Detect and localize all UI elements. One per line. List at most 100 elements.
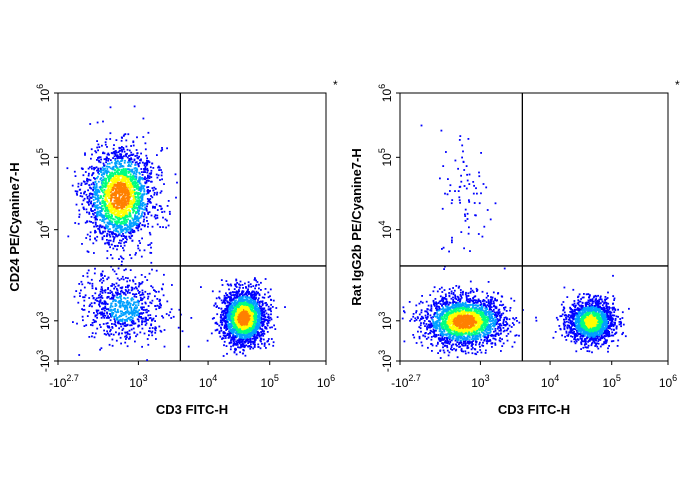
event-dot: [236, 302, 239, 305]
event-dot: [248, 332, 251, 334]
event-dot: [123, 195, 126, 197]
event-dot: [132, 153, 135, 156]
event-dot: [250, 311, 253, 314]
event-dot: [247, 312, 249, 315]
event-dot: [138, 171, 141, 174]
event-dot: [261, 296, 264, 299]
event-dot: [266, 331, 269, 333]
event-dot: [118, 214, 121, 217]
event-dot: [133, 186, 136, 188]
event-dot: [222, 337, 225, 340]
event-dot: [251, 340, 254, 343]
event-dot: [90, 207, 92, 210]
event-dot: [119, 255, 122, 258]
event-dot: [83, 192, 85, 195]
event-dot: [117, 291, 119, 294]
event-dot: [141, 299, 143, 301]
event-dot: [261, 325, 264, 328]
event-dot: [134, 182, 136, 184]
event-dot: [144, 309, 147, 311]
event-dot: [256, 303, 259, 306]
event-dot: [109, 313, 111, 315]
event-dot: [269, 295, 271, 298]
event-dot: [141, 289, 144, 292]
event-dot: [150, 172, 153, 174]
event-dot: [80, 184, 83, 186]
event-dot: [108, 234, 111, 237]
event-dot: [76, 193, 78, 196]
event-dot: [250, 318, 252, 321]
event-dot: [223, 340, 226, 343]
event-dot: [251, 296, 253, 298]
event-dot: [95, 288, 98, 290]
event-dot: [141, 197, 144, 200]
event-dot: [113, 213, 116, 216]
event-dot: [113, 209, 116, 212]
event-dot: [255, 317, 258, 320]
event-dot: [123, 244, 126, 247]
event-dot: [99, 348, 101, 351]
event-dot: [121, 178, 124, 181]
event-dot: [138, 206, 141, 209]
event-dot: [263, 296, 266, 299]
event-dot: [148, 190, 151, 192]
event-dot: [253, 325, 256, 328]
event-dot: [140, 177, 143, 179]
event-dot: [261, 311, 263, 314]
event-dot: [127, 184, 130, 187]
event-dot: [239, 306, 242, 308]
event-dot: [112, 225, 115, 228]
event-dot: [122, 312, 125, 314]
event-dot: [110, 214, 113, 217]
event-dot: [139, 172, 141, 175]
event-dot: [126, 301, 128, 304]
event-dot: [120, 157, 122, 160]
event-dot: [140, 158, 142, 161]
event-dot: [243, 349, 245, 352]
event-dot: [228, 336, 230, 339]
event-dot: [253, 337, 255, 340]
event-dot: [109, 189, 112, 192]
event-dot: [119, 300, 122, 302]
event-dot: [225, 329, 227, 331]
event-dot: [104, 242, 106, 245]
event-dot: [141, 297, 144, 300]
event-dot: [131, 239, 134, 242]
event-dot: [244, 313, 247, 315]
event-dot: [235, 279, 238, 282]
event-dot: [114, 285, 117, 288]
event-dot: [110, 197, 113, 200]
event-dot: [147, 186, 150, 188]
event-dot: [125, 220, 128, 222]
event-dot: [101, 189, 104, 192]
event-dot: [218, 297, 221, 300]
event-dot: [107, 182, 110, 185]
event-dot: [229, 302, 232, 305]
dot-layer: [66, 105, 286, 361]
event-dot: [148, 317, 151, 320]
event-dot: [254, 305, 256, 307]
event-dot: [244, 310, 247, 313]
event-dot: [151, 319, 153, 322]
event-dot: [122, 249, 125, 252]
event-dot: [223, 326, 226, 329]
event-dot: [111, 232, 114, 235]
event-dot: [119, 239, 121, 242]
event-dot: [129, 164, 131, 167]
event-dot: [235, 353, 238, 356]
event-dot: [95, 239, 98, 242]
event-dot: [266, 303, 268, 306]
event-dot: [171, 284, 173, 286]
event-dot: [126, 323, 129, 326]
event-dot: [138, 309, 141, 311]
event-dot: [250, 335, 253, 337]
event-dot: [101, 186, 104, 189]
event-dot: [156, 217, 159, 219]
event-dot: [133, 204, 136, 207]
event-dot: [139, 201, 142, 204]
event-dot: [210, 332, 213, 335]
event-dot: [117, 221, 120, 224]
event-dot: [92, 213, 95, 216]
event-dot: [227, 321, 229, 324]
